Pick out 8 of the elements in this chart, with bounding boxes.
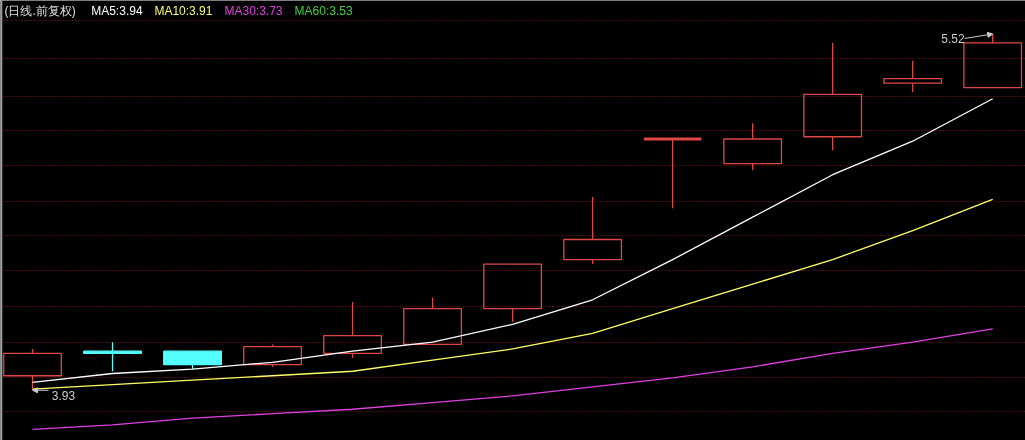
text: MA5:3.94 (91, 3, 143, 18)
text: MA10:3.91 (154, 3, 213, 18)
annotation: 5.52 (941, 31, 966, 46)
text: MA30:3.73 (224, 3, 283, 18)
legend-label: MA60:3.53 (294, 3, 353, 18)
candlestick (642, 137, 702, 209)
annotation: 3.93 (51, 389, 76, 404)
chart-title: (日线.前复权) (4, 3, 76, 18)
